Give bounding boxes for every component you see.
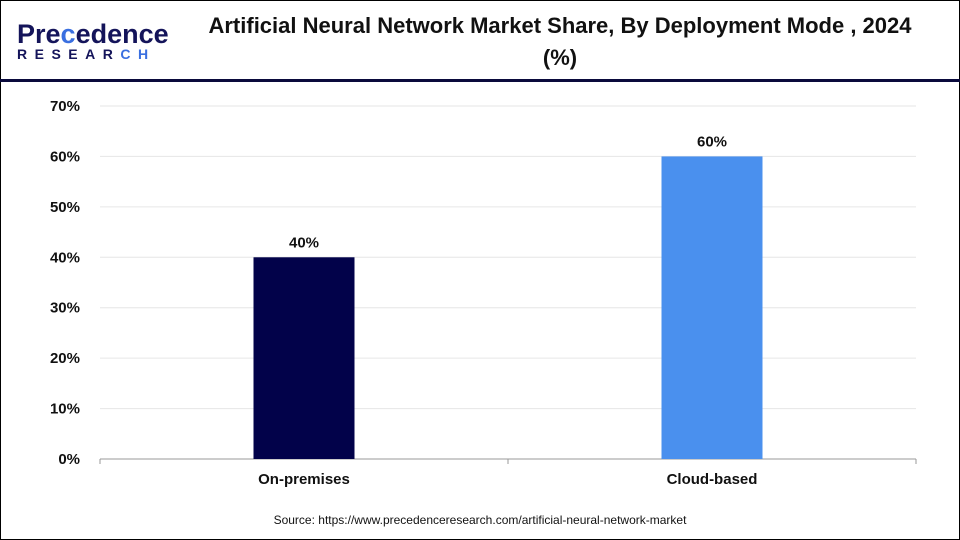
header-divider bbox=[0, 79, 960, 82]
data-label: 40% bbox=[289, 234, 319, 251]
y-tick-label: 10% bbox=[50, 401, 80, 418]
y-tick-label: 0% bbox=[58, 451, 80, 468]
bar-cloud-based bbox=[661, 156, 763, 459]
y-tick-label: 50% bbox=[50, 199, 80, 216]
y-tick-label: 40% bbox=[50, 249, 80, 266]
y-tick-label: 30% bbox=[50, 300, 80, 317]
data-label: 60% bbox=[697, 133, 727, 150]
y-tick-label: 60% bbox=[50, 148, 80, 165]
precedence-research-logo: Precedence RESEARCH bbox=[17, 19, 169, 62]
source-text: Source: https://www.precedenceresearch.c… bbox=[273, 513, 687, 527]
x-category-label: Cloud-based bbox=[667, 471, 758, 488]
y-tick-label: 20% bbox=[50, 350, 80, 367]
x-category-label: On-premises bbox=[258, 471, 350, 488]
y-tick-label: 70% bbox=[50, 98, 80, 115]
chart-title: Artificial Neural Network Market Share, … bbox=[208, 13, 912, 70]
bar-on-premises bbox=[253, 257, 355, 459]
